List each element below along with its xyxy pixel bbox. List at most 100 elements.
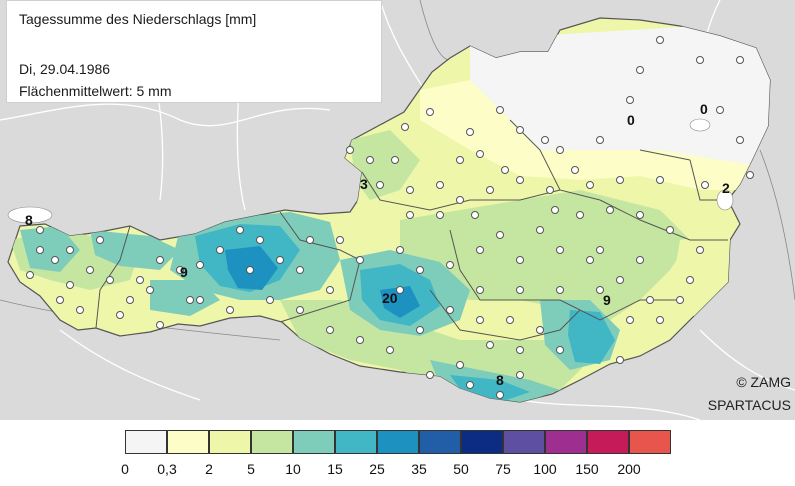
station-marker (486, 186, 494, 194)
value-label: 9 (603, 292, 611, 308)
legend-tick-label: 15 (327, 461, 343, 477)
station-marker (196, 261, 204, 269)
station-marker (701, 181, 709, 189)
station-marker (176, 266, 184, 274)
legend-swatch (503, 430, 545, 454)
legend-swatch (587, 430, 629, 454)
station-marker (436, 211, 444, 219)
precipitation-map (0, 0, 795, 420)
station-marker (426, 371, 434, 379)
station-marker (536, 326, 544, 334)
station-marker (626, 316, 634, 324)
station-marker (116, 311, 124, 319)
station-marker (96, 236, 104, 244)
station-marker (326, 326, 334, 334)
station-marker (86, 266, 94, 274)
station-marker (516, 256, 524, 264)
station-marker (36, 226, 44, 234)
station-marker (156, 256, 164, 264)
station-marker (606, 206, 614, 214)
station-marker (586, 256, 594, 264)
station-marker (456, 156, 464, 164)
station-marker (656, 176, 664, 184)
legend-tick-label: 150 (575, 461, 599, 477)
station-marker (596, 246, 604, 254)
legend-swatch (629, 430, 671, 454)
station-marker (396, 246, 404, 254)
station-marker (516, 126, 524, 134)
station-marker (516, 371, 524, 379)
station-marker (716, 106, 724, 114)
station-marker (466, 128, 474, 136)
station-marker (506, 316, 514, 324)
station-marker (36, 246, 44, 254)
station-marker (476, 286, 484, 294)
legend-swatch (461, 430, 503, 454)
legend-swatch (293, 430, 335, 454)
station-marker (406, 211, 414, 219)
legend-swatch (167, 430, 209, 454)
station-marker (496, 231, 504, 239)
station-marker (146, 286, 154, 294)
station-marker (636, 211, 644, 219)
value-label: 9 (180, 264, 188, 280)
station-marker (196, 296, 204, 304)
station-marker (296, 306, 304, 314)
station-marker (501, 166, 509, 174)
station-marker (66, 246, 74, 254)
station-marker (276, 256, 284, 264)
legend-tick-label: 5 (247, 461, 255, 477)
station-marker (326, 286, 334, 294)
station-marker (256, 236, 264, 244)
station-marker (656, 316, 664, 324)
value-label: 0 (627, 112, 635, 128)
value-label: 8 (496, 372, 504, 388)
legend-tick-label: 10 (285, 461, 301, 477)
legend-tick-label: 35 (411, 461, 427, 477)
station-marker (736, 136, 744, 144)
station-marker (676, 296, 684, 304)
station-marker (666, 226, 674, 234)
station-marker (306, 236, 314, 244)
station-marker (496, 106, 504, 114)
station-marker (51, 256, 59, 264)
station-marker (446, 306, 454, 314)
station-marker (556, 346, 564, 354)
station-marker (486, 341, 494, 349)
station-marker (246, 266, 254, 274)
station-marker (216, 246, 224, 254)
station-marker (476, 150, 484, 158)
station-marker (616, 176, 624, 184)
station-marker (626, 96, 634, 104)
station-marker (556, 246, 564, 254)
legend-tick-label: 2 (205, 461, 213, 477)
station-marker (556, 286, 564, 294)
station-marker (696, 246, 704, 254)
legend-tick-label: 50 (453, 461, 469, 477)
legend-swatch (419, 430, 461, 454)
station-marker (356, 256, 364, 264)
value-label: 20 (382, 290, 398, 306)
station-marker (406, 186, 414, 194)
station-marker (456, 361, 464, 369)
station-marker (516, 346, 524, 354)
station-marker (656, 36, 664, 44)
station-marker (736, 56, 744, 64)
station-marker (471, 211, 479, 219)
station-marker (386, 346, 394, 354)
station-marker (576, 211, 584, 219)
area-mean: Flächenmittelwert: 5 mm (19, 83, 172, 99)
station-marker (186, 296, 194, 304)
station-marker (436, 181, 444, 189)
station-marker (346, 146, 354, 154)
station-marker (226, 306, 234, 314)
station-marker (516, 286, 524, 294)
legend-swatch (377, 430, 419, 454)
station-markers (26, 36, 754, 399)
station-marker (571, 166, 579, 174)
legend-tick-label: 200 (617, 461, 641, 477)
legend-swatch (125, 430, 167, 454)
station-marker (26, 271, 34, 279)
station-marker (376, 181, 384, 189)
station-marker (456, 196, 464, 204)
